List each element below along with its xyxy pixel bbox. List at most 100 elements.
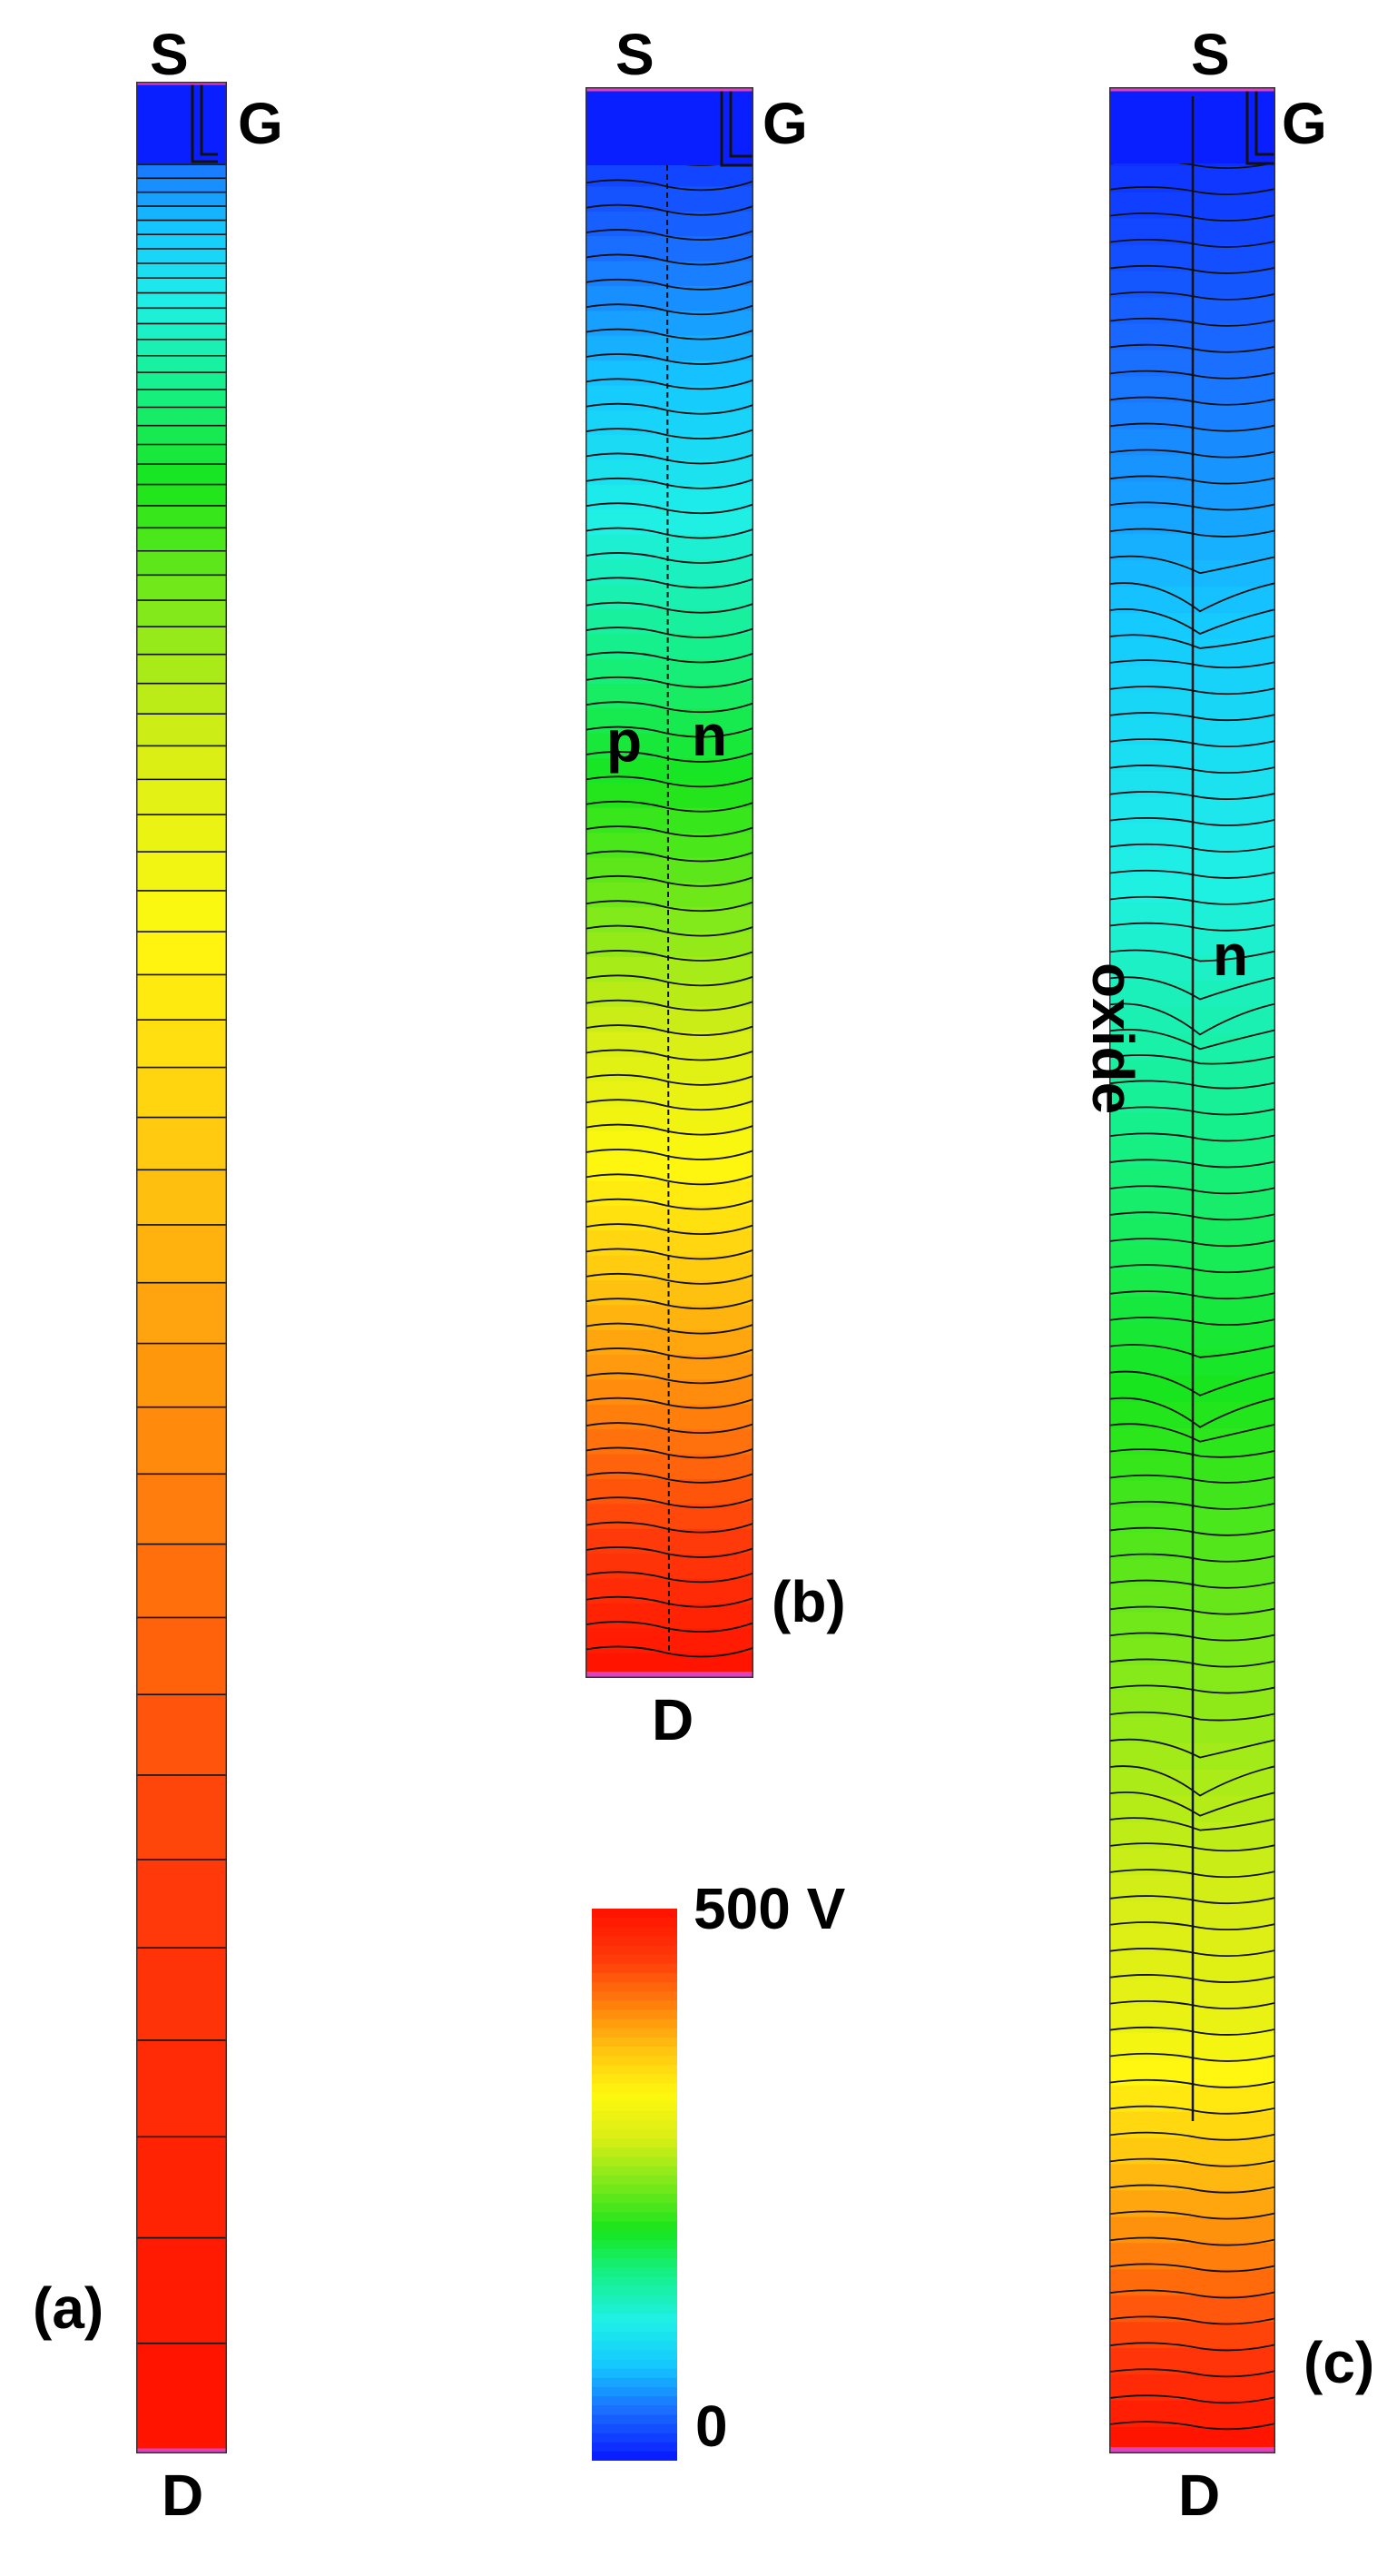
equipotential-line xyxy=(1109,1658,1275,1668)
panel-b-region-p: p xyxy=(606,708,643,774)
gate-trench xyxy=(191,82,218,163)
equipotential-line xyxy=(1109,922,1275,932)
equipotential-line xyxy=(1109,212,1275,222)
equipotential-line xyxy=(585,1595,753,1608)
potential-band xyxy=(585,733,753,759)
equipotential-line xyxy=(1109,1423,1275,1443)
potential-band xyxy=(136,1406,227,1475)
potential-band xyxy=(1109,2190,1275,2218)
colorbar-step xyxy=(592,2065,677,2075)
equipotential-line xyxy=(1109,869,1275,879)
potential-band xyxy=(585,608,753,636)
colorbar-step xyxy=(592,2074,677,2085)
equipotential-line xyxy=(1109,1317,1275,1327)
potential-band xyxy=(136,1474,227,1545)
panel-c-gate-label: G xyxy=(1282,91,1327,156)
colorbar-step xyxy=(592,2047,677,2057)
equipotential-line xyxy=(1109,976,1275,1001)
equipotential-line xyxy=(585,428,753,439)
colorbar-step xyxy=(592,2396,677,2406)
equipotential-line xyxy=(1109,1684,1275,1694)
equipotential-line xyxy=(1109,1159,1275,1169)
colorbar-step xyxy=(592,1945,677,1956)
equipotential-line xyxy=(585,229,753,241)
potential-band xyxy=(136,339,227,357)
colorbar-step xyxy=(592,1991,677,2001)
equipotential-line xyxy=(1109,2105,1275,2115)
panel-a-label: (a) xyxy=(33,2275,104,2341)
equipotential-line xyxy=(585,1397,753,1409)
colorbar-min-label: 0 xyxy=(695,2393,728,2459)
equipotential-line xyxy=(585,974,753,987)
potential-band xyxy=(136,1282,227,1345)
colorbar-step xyxy=(592,2157,677,2167)
equipotential-line xyxy=(585,1223,753,1235)
potential-band xyxy=(136,355,227,373)
equipotential-line xyxy=(585,1446,753,1459)
equipotential-line xyxy=(1109,895,1275,905)
equipotential-line xyxy=(1109,1765,1275,1797)
equipotential-line xyxy=(585,1571,753,1584)
colorbar-step xyxy=(592,2414,677,2425)
equipotential-line xyxy=(585,1298,753,1310)
equipotential-line xyxy=(1109,186,1275,195)
colorbar-step xyxy=(592,1918,677,1928)
colorbar-step xyxy=(592,2341,677,2351)
equipotential-line xyxy=(585,402,753,415)
equipotential-line xyxy=(1109,1948,1275,1957)
colorbar-step xyxy=(592,2442,677,2453)
equipotential-line xyxy=(1109,370,1275,380)
equipotential-line xyxy=(585,950,753,962)
equipotential-line xyxy=(1109,2289,1275,2299)
equipotential-line xyxy=(585,1099,753,1111)
colorbar-step xyxy=(592,2147,677,2158)
potential-band xyxy=(136,1544,227,1619)
colorbar-step xyxy=(592,2018,677,2029)
equipotential-line xyxy=(1109,422,1275,432)
equipotential-line xyxy=(1109,1817,1275,1831)
equipotential-line xyxy=(1109,1002,1275,1036)
potential-band xyxy=(136,683,227,715)
potential-band xyxy=(585,1329,753,1356)
potential-band xyxy=(1109,2269,1275,2297)
colorbar-step xyxy=(592,2129,677,2139)
equipotential-line xyxy=(1109,582,1275,613)
potential-band xyxy=(136,220,227,235)
colorbar-step xyxy=(592,2323,677,2333)
equipotential-line xyxy=(585,1645,753,1658)
potential-band xyxy=(136,248,227,264)
potential-band xyxy=(1109,2164,1275,2192)
equipotential-line xyxy=(1109,1029,1275,1051)
colorbar-gradient xyxy=(592,1909,677,2461)
panel-b-source-label: S xyxy=(615,22,654,87)
equipotential-line xyxy=(1109,2131,1275,2141)
source-region xyxy=(585,87,753,165)
panel-c-potential-map xyxy=(1109,87,1275,2453)
potential-band xyxy=(136,600,227,627)
colorbar-step xyxy=(592,2350,677,2361)
colorbar-step xyxy=(592,2230,677,2241)
colorbar-step xyxy=(592,2332,677,2342)
equipotential-line xyxy=(585,1024,753,1036)
equipotential-line xyxy=(1109,1185,1275,1195)
potential-band xyxy=(585,385,753,411)
equipotential-line xyxy=(585,1123,753,1136)
potential-band xyxy=(585,485,753,511)
panel-b-potential-map xyxy=(585,87,753,1678)
equipotential-line xyxy=(1109,1869,1275,1879)
potential-band xyxy=(136,1859,227,1949)
potential-band xyxy=(136,1020,227,1069)
potential-band xyxy=(585,857,753,883)
equipotential-line xyxy=(585,1621,753,1633)
colorbar-step xyxy=(592,2009,677,2020)
potential-band xyxy=(1109,2137,1275,2166)
colorbar-step xyxy=(592,2166,677,2176)
colorbar-step xyxy=(592,1954,677,1965)
equipotential-line xyxy=(1109,1553,1275,1563)
equipotential-line xyxy=(585,1322,753,1335)
potential-band xyxy=(1109,2243,1275,2271)
potential-band xyxy=(585,410,753,437)
colorbar-step xyxy=(592,2101,677,2112)
equipotential-line xyxy=(1109,317,1275,327)
panel-c-label: (c) xyxy=(1304,2330,1375,2395)
